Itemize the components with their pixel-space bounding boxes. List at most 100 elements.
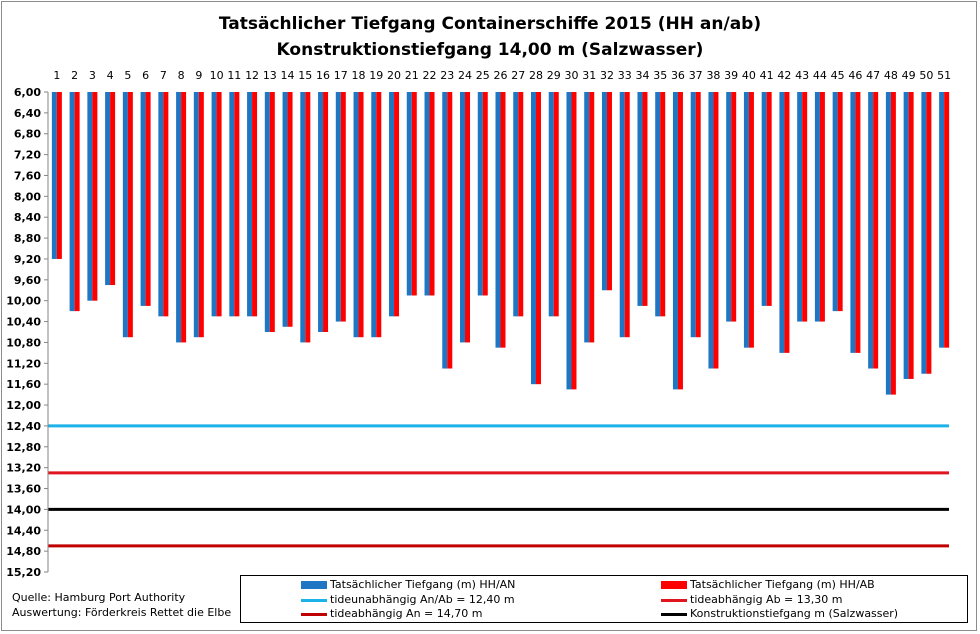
bar-ab	[163, 92, 169, 317]
bar-ab	[74, 92, 80, 312]
bar-ab	[323, 92, 329, 332]
x-tick-label: 51	[937, 69, 951, 82]
bar-ab	[234, 92, 240, 317]
bar-an	[903, 92, 909, 379]
bar-an	[832, 92, 838, 312]
bar-an	[637, 92, 643, 306]
x-tick-label: 17	[334, 69, 348, 82]
bar-ab	[571, 92, 577, 390]
bar-an	[779, 92, 785, 353]
legend-label-an: Tatsächlicher Tiefgang (m) HH/AN	[330, 578, 516, 591]
y-tick-label: 8,40	[14, 211, 41, 224]
bar-an	[566, 92, 572, 390]
y-tick-label: 10,40	[6, 316, 41, 329]
bar-ab	[305, 92, 311, 343]
x-tick-label: 47	[866, 69, 880, 82]
x-tick-label: 29	[547, 69, 561, 82]
legend-swatch-konstr	[661, 612, 687, 616]
y-tick-label: 9,20	[14, 253, 41, 266]
bar-an	[513, 92, 519, 317]
y-tick-label: 12,40	[6, 420, 41, 433]
bar-ab	[482, 92, 488, 296]
bar-an	[530, 92, 536, 385]
legend-swatch-tidean	[301, 612, 327, 616]
bar-an	[761, 92, 767, 306]
x-tick-label: 30	[564, 69, 578, 82]
bar-an	[69, 92, 75, 312]
x-tick-label: 48	[884, 69, 898, 82]
x-tick-label: 44	[813, 69, 827, 82]
bar-ab	[56, 92, 62, 259]
bar-ab	[198, 92, 204, 338]
x-tick-label: 11	[227, 69, 241, 82]
bar-an	[264, 92, 270, 332]
bar-an	[726, 92, 732, 322]
bar-ab	[660, 92, 666, 317]
bar-an	[797, 92, 803, 322]
x-tick-label: 32	[600, 69, 614, 82]
source-text: Quelle: Hamburg Port Authority	[12, 591, 186, 604]
x-tick-label: 19	[369, 69, 383, 82]
bar-an	[743, 92, 749, 348]
y-tick-label: 11,60	[6, 378, 41, 391]
x-tick-label: 23	[440, 69, 454, 82]
legend-item-tideunabh: tideunabhängig An/Ab = 12,40 m	[301, 593, 515, 607]
bar-an	[424, 92, 430, 296]
bar-an	[140, 92, 146, 306]
y-tick-label: 8,00	[14, 190, 41, 203]
bar-an	[193, 92, 199, 338]
bar-ab	[677, 92, 683, 390]
bar-ab	[447, 92, 453, 369]
bar-ab	[855, 92, 861, 353]
bar-ab	[819, 92, 825, 322]
y-tick-label: 12,80	[6, 441, 41, 454]
x-tick-label: 42	[777, 69, 791, 82]
bar-ab	[731, 92, 737, 322]
bar-ab	[873, 92, 879, 369]
x-tick-label: 36	[671, 69, 685, 82]
bar-ab	[287, 92, 293, 327]
x-tick-label: 15	[298, 69, 312, 82]
bar-ab	[127, 92, 133, 338]
x-tick-label: 16	[316, 69, 330, 82]
bar-an	[353, 92, 359, 338]
bar-ab	[465, 92, 471, 343]
bar-ab	[269, 92, 275, 332]
bar-an	[389, 92, 395, 317]
bar-an	[442, 92, 448, 369]
x-tick-label: 43	[795, 69, 809, 82]
bar-ab	[944, 92, 950, 348]
x-tick-label: 21	[405, 69, 419, 82]
bar-ab	[394, 92, 400, 317]
bar-an	[335, 92, 341, 322]
bar-an	[477, 92, 483, 296]
x-tick-label: 9	[195, 69, 202, 82]
bar-an	[601, 92, 607, 291]
x-tick-label: 10	[210, 69, 224, 82]
bar-ab	[358, 92, 364, 338]
y-tick-label: 6,00	[14, 86, 41, 99]
x-tick-label: 40	[742, 69, 756, 82]
x-tick-label: 6	[142, 69, 149, 82]
legend-item-an: Tatsächlicher Tiefgang (m) HH/AN	[301, 578, 515, 592]
bar-an	[885, 92, 891, 395]
bar-ab	[695, 92, 701, 338]
legend-item-konstr: Konstruktionstiefgang m (Salzwasser)	[661, 607, 898, 621]
bar-ab	[766, 92, 772, 306]
chart-legend: Tatsächlicher Tiefgang (m) HH/AN Tatsäch…	[240, 575, 968, 623]
bar-an	[122, 92, 128, 338]
legend-swatch-tideunabh	[301, 598, 327, 602]
legend-item-ab: Tatsächlicher Tiefgang (m) HH/AB	[661, 578, 875, 592]
x-tick-label: 46	[848, 69, 862, 82]
x-tick-label: 49	[902, 69, 916, 82]
y-tick-label: 7,20	[14, 149, 41, 162]
bar-ab	[642, 92, 648, 306]
bar-an	[619, 92, 625, 338]
bar-an	[584, 92, 590, 343]
bar-an	[460, 92, 466, 343]
x-tick-label: 38	[706, 69, 720, 82]
legend-label-tideab: tideabhängig Ab = 13,30 m	[690, 593, 843, 606]
bar-an	[300, 92, 306, 343]
x-tick-label: 31	[582, 69, 596, 82]
